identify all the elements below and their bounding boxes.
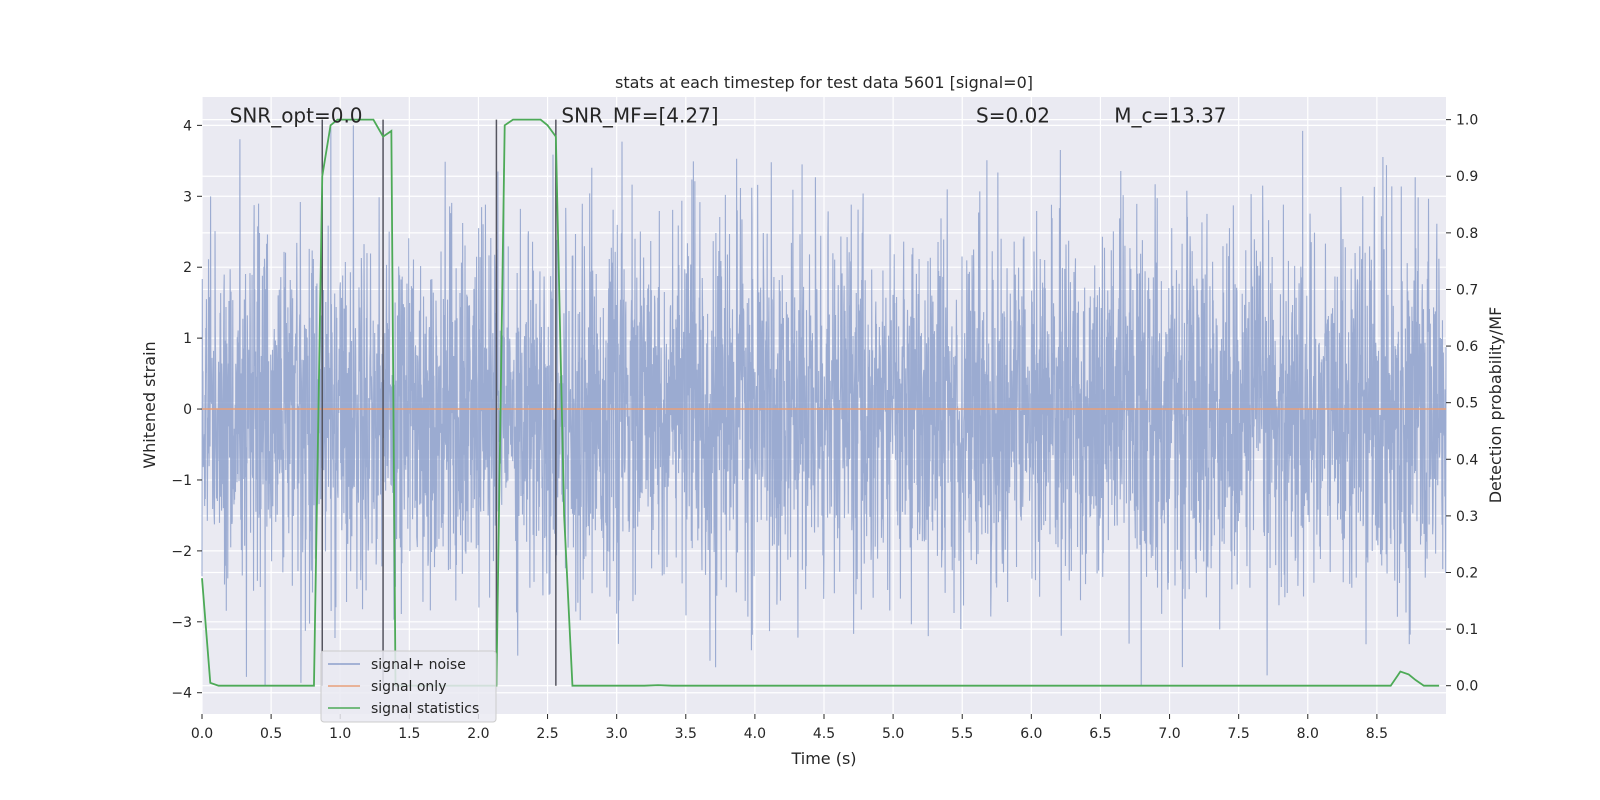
statistics-line: [201, 118, 1440, 687]
x-tick-label: 8.0: [1297, 726, 1319, 742]
x-tick-label: 1.0: [329, 726, 351, 742]
noise-series: [201, 125, 1447, 686]
y-tick-label: 1: [183, 331, 192, 347]
annotation: S=0.02: [976, 103, 1050, 127]
x-tick-label: 6.5: [1089, 726, 1111, 742]
x-tick-label: 4.5: [813, 726, 835, 742]
y2-tick-label: 0.1: [1456, 622, 1478, 638]
y-tick-label: 3: [183, 189, 192, 205]
y2-tick-label: 0.8: [1456, 226, 1478, 242]
y-axis-label: Whitened strain: [140, 341, 159, 468]
x-tick-label: 3.5: [675, 726, 697, 742]
legend-label-signal: signal only: [371, 679, 446, 695]
y2-ticks: 0.0 0.1 0.2 0.3 0.4 0.5 0.6 0.7 0.8 0.9 1.0: [1446, 113, 1478, 695]
x-tick-label: 0.0: [191, 726, 213, 742]
annotation: M_c=13.37: [1114, 103, 1226, 127]
legend-label-stat: signal statistics: [371, 701, 479, 717]
y2-tick-label: 0.9: [1456, 169, 1478, 185]
y-tick-label: −2: [171, 544, 192, 560]
x-tick-label: 8.5: [1366, 726, 1388, 742]
y2-tick-label: 0.6: [1456, 339, 1478, 355]
y2-tick-label: 0.7: [1456, 282, 1478, 298]
y2-tick-label: 0.2: [1456, 565, 1478, 581]
y-tick-label: 0: [183, 402, 192, 418]
x-axis-label: Time (s): [790, 749, 856, 768]
y2-tick-label: 0.3: [1456, 509, 1478, 525]
y-tick-label: −4: [171, 686, 192, 702]
x-tick-label: 2.0: [467, 726, 489, 742]
y2-tick-label: 0.4: [1456, 452, 1478, 468]
legend: signal+ noise signal only signal statist…: [320, 650, 497, 723]
y2-tick-label: 1.0: [1456, 113, 1478, 129]
y-tick-label: −1: [171, 473, 192, 489]
x-tick-label: 3.0: [606, 726, 628, 742]
x-tick-label: 0.5: [260, 726, 282, 742]
x-tick-label: 5.5: [951, 726, 973, 742]
y-tick-label: −3: [171, 615, 192, 631]
x-tick-label: 2.5: [536, 726, 558, 742]
x-tick-label: 5.0: [882, 726, 904, 742]
chart-title: stats at each timestep for test data 560…: [615, 73, 1033, 92]
annotation: SNR_opt=0.0: [230, 103, 363, 127]
signal-statistics-series: [201, 118, 1440, 687]
noise-line: [201, 125, 1447, 686]
x-tick-label: 7.0: [1158, 726, 1180, 742]
x-tick-label: 1.5: [398, 726, 420, 742]
annotations: SNR_opt=0.0 SNR_MF=[4.27] S=0.02 M_c=13.37: [230, 103, 1227, 127]
x-tick-label: 6.0: [1020, 726, 1042, 742]
x-tick-label: 4.0: [744, 726, 766, 742]
y2-tick-label: 0.0: [1456, 679, 1478, 695]
x-tick-label: 7.5: [1228, 726, 1250, 742]
y-tick-label: 2: [183, 260, 192, 276]
annotation: SNR_MF=[4.27]: [561, 103, 718, 127]
y2-tick-label: 0.5: [1456, 396, 1478, 412]
y-ticks: −4 −3 −2 −1 0 1 2 3 4: [171, 118, 202, 702]
legend-label-noise: signal+ noise: [371, 657, 466, 673]
x-ticks: 0.0 0.5 1.0 1.5 2.0 2.5 3.0 3.5 4.0 4.5 5.0 5.5 6.0 6…: [191, 714, 1388, 742]
y-tick-label: 4: [183, 118, 192, 134]
y2-axis-label: Detection probability/MF: [1486, 307, 1505, 504]
legend-box: [320, 650, 497, 723]
